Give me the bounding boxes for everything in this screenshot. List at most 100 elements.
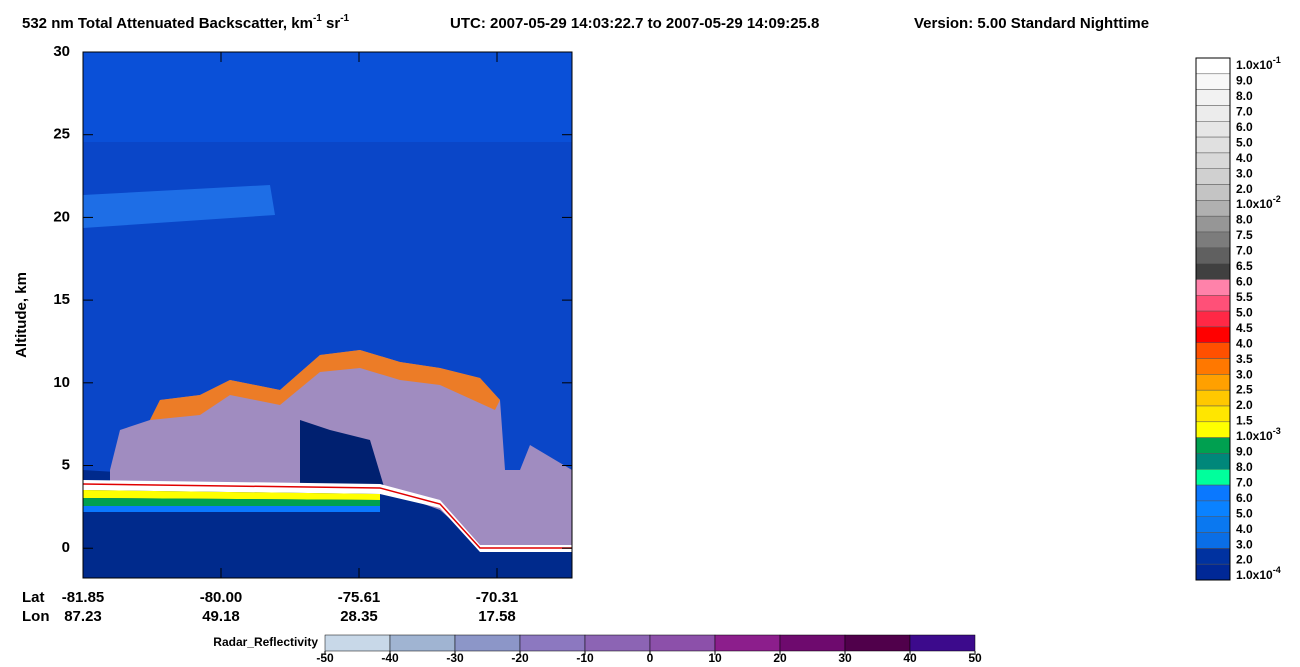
colorbar-label: 7.5 [1236,228,1253,242]
colorbar-swatch [1195,548,1231,565]
x-row-label: Lon [22,608,50,625]
colorbar-swatch [1195,105,1231,122]
colorbar-label-exponent: -1 [1273,55,1281,65]
radar-tick-label: 10 [708,651,722,665]
colorbar-swatch [1195,231,1231,249]
surface-band-yellow [83,490,380,500]
colorbar-swatch [1195,168,1231,185]
radar-swatch [519,634,586,652]
colorbar-label: 4.0 [1236,336,1253,350]
y-tick-label: 25 [53,126,70,143]
radar-tick-label: 30 [838,651,852,665]
colorbar-label: 9.0 [1236,74,1253,88]
colorbar-swatch [1195,57,1231,75]
radar-swatch [779,634,846,652]
colorbar-label: 3.5 [1236,352,1253,366]
surface-band-green [83,498,380,506]
colorbar-swatch [1195,121,1231,138]
chart-title: 532 nm Total Attenuated Backscatter, km-… [22,13,1149,32]
colorbar-swatch [1195,73,1231,90]
colorbar-label: 6.0 [1236,275,1253,289]
colorbar-label-base: 1.0x10 [1236,568,1273,582]
colorbar-swatch [1195,152,1231,169]
x-tick-label: -80.00 [200,589,243,606]
colorbar-label: 1.0x10-2 [1236,194,1281,211]
colorbar-label: 2.0 [1236,182,1253,196]
colorbar-swatch [1195,469,1231,486]
stratospheric-layer [83,185,275,228]
colorbar-swatch [1195,516,1231,533]
colorbar-label-base: 1.0x10 [1236,429,1273,443]
x-row-label: Lat [22,589,45,606]
colorbar-label: 5.0 [1236,135,1253,149]
radar-swatch [909,634,976,652]
radar-tick-label: 0 [647,651,654,665]
y-tick-label: 30 [53,43,70,60]
radar-swatch [454,634,521,652]
y-axis-label: Altitude, km [13,272,30,358]
colorbar-swatch [1195,358,1231,375]
colorbar-swatch [1195,500,1231,517]
radar-swatch [714,634,781,652]
colorbar-label: 5.0 [1236,506,1253,520]
colorbar-label-exponent: -4 [1273,565,1281,575]
y-tick-label: 15 [53,291,70,308]
colorbar-swatch [1195,484,1231,502]
radar-swatch [389,634,456,652]
radar-swatch [584,634,651,652]
radar-swatch [324,634,391,652]
radar-tick-label: -10 [576,651,594,665]
colorbar-swatch [1195,247,1231,264]
colorbar-swatch [1195,279,1231,296]
radar-tick-label: -20 [511,651,529,665]
colorbar-label: 2.0 [1236,553,1253,567]
colorbar-swatch [1195,200,1231,217]
colorbar-label: 4.0 [1236,522,1253,536]
colorbar-swatch [1195,532,1231,549]
y-tick-label: 0 [62,539,70,556]
colorbar-swatch [1195,437,1231,454]
surface-band-blue [83,506,380,512]
y-tick-label: 5 [62,456,70,473]
colorbar-label: 8.0 [1236,89,1253,103]
colorbar-label: 3.0 [1236,166,1253,180]
radar-tick-label: -50 [316,651,334,665]
colorbar-swatch [1195,374,1231,391]
colorbar-swatch [1195,263,1231,280]
x-tick-label: 28.35 [340,608,378,625]
colorbar-swatch [1195,215,1231,233]
colorbar-label: 1.0x10-4 [1236,565,1281,582]
radar-label: Radar_Reflectivity [213,635,318,649]
colorbar-label-exponent: -3 [1273,426,1281,436]
colorbar-label: 1.5 [1236,414,1253,428]
x-tick-label: 17.58 [478,608,516,625]
colorbar-label: 5.0 [1236,305,1253,319]
radar-tick-label: 20 [773,651,787,665]
colorbar-label: 7.0 [1236,244,1253,258]
colorbar-swatch [1195,310,1231,328]
colorbar-swatch [1195,89,1231,106]
upper-noise [83,52,572,142]
colorbar-label: 4.0 [1236,151,1253,165]
colorbar-label: 6.0 [1236,491,1253,505]
x-tick-label: -81.85 [62,589,105,606]
colorbar-swatch [1195,405,1231,423]
colorbar-label: 9.0 [1236,445,1253,459]
cloud-top [150,350,500,420]
radar-tick-label: -30 [446,651,464,665]
colorbar-label: 7.0 [1236,475,1253,489]
x-tick-label: 49.18 [202,608,240,625]
colorbar-swatch [1195,421,1231,438]
colorbar-label-base: 1.0x10 [1236,197,1273,211]
surface-elevation-line [82,483,572,549]
colorbar-swatch [1195,184,1231,201]
colorbar-label: 7.0 [1236,105,1253,119]
colorbar-label: 6.0 [1236,120,1253,134]
radar-tick-label: 50 [968,651,982,665]
colorbar-swatch [1195,326,1231,343]
curtain-image [82,51,573,579]
colorbar-label: 1.0x10-1 [1236,55,1281,72]
colorbar-label: 2.0 [1236,398,1253,412]
radar-tick-label: -40 [381,651,399,665]
